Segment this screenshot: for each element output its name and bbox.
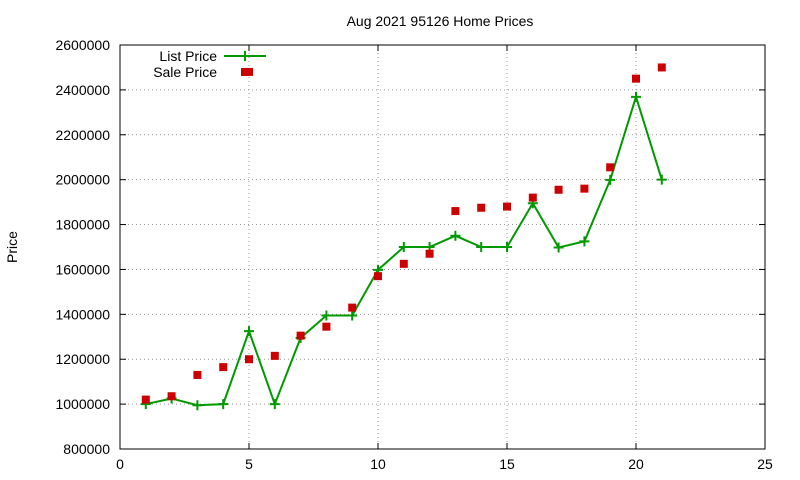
list-price-point — [321, 310, 332, 321]
list-price-point — [269, 399, 280, 410]
list-price-point-glyph — [398, 242, 409, 252]
list-price-point — [553, 242, 564, 253]
list-price-point-glyph — [321, 310, 332, 321]
legend-label: Sale Price — [153, 64, 217, 80]
list-price-point-glyph — [631, 91, 641, 102]
sale-price-point — [167, 392, 176, 401]
list-price-point-glyph — [269, 399, 280, 410]
x-tick-label: 15 — [499, 456, 515, 472]
legend-swatch-plus — [240, 51, 250, 61]
sale-price-point — [219, 363, 228, 372]
legend-swatch-plus-glyph — [240, 51, 250, 61]
sale-price-point — [451, 207, 460, 216]
sale-price-point — [554, 185, 563, 194]
plot-frame — [119, 44, 766, 450]
series — [140, 63, 667, 411]
list-price-point-glyph — [218, 399, 229, 410]
sale-price-point — [141, 395, 150, 404]
list-price-point — [347, 310, 358, 321]
y-tick-label: 800000 — [63, 441, 110, 457]
x-tick-label: 5 — [245, 456, 253, 472]
y-axis-label: Price — [4, 231, 20, 263]
sale-price-point — [245, 355, 253, 364]
sale-price-point — [399, 259, 408, 268]
list-price-point-glyph — [579, 236, 590, 247]
y-tick-label: 1000000 — [55, 396, 110, 412]
sale-price-point — [580, 184, 589, 193]
y-tick-label: 1400000 — [55, 306, 110, 322]
sale-price-point — [503, 202, 511, 211]
list-price-point-glyph — [244, 326, 254, 337]
grid — [120, 45, 765, 449]
sale-price-point — [322, 322, 331, 331]
list-price-point — [398, 242, 409, 252]
y-tick-label: 2000000 — [55, 172, 110, 188]
list-price-point-glyph — [192, 400, 203, 411]
y-tick-label: 1600000 — [55, 261, 110, 277]
list-price-point — [192, 400, 203, 411]
list-price-point — [244, 326, 254, 337]
list-price-point — [605, 174, 616, 185]
list-price-point-glyph — [347, 310, 358, 321]
legend-swatch-square — [241, 68, 249, 76]
sale-price-point — [270, 351, 279, 360]
list-price-point — [656, 174, 667, 185]
axis-ticks: 0 5 10 15 20 25 800000 1000000 1200000 1400000 160… — [55, 37, 773, 472]
list-price-point-glyph — [502, 242, 512, 252]
list-price-point-glyph — [605, 174, 616, 185]
sale-price-point — [477, 203, 486, 212]
list-price-point — [502, 242, 512, 252]
sale-price-point — [193, 370, 202, 379]
y-tick-label: 2600000 — [55, 37, 110, 53]
sale-price-point — [632, 74, 640, 83]
y-tick-label: 2400000 — [55, 82, 110, 98]
list-price-point — [450, 230, 461, 241]
list-price-point-glyph — [450, 230, 461, 241]
y-tick-label: 2200000 — [55, 127, 110, 143]
list-price-point — [631, 91, 641, 102]
sale-price-point — [374, 272, 382, 281]
list-price-point — [218, 399, 229, 410]
x-tick-label: 25 — [757, 456, 773, 472]
chart-title: Aug 2021 95126 Home Prices — [347, 13, 534, 29]
list-price-point — [579, 236, 590, 247]
list-price-point-glyph — [656, 174, 667, 185]
x-tick-label: 20 — [628, 456, 644, 472]
sale-price-point — [425, 249, 434, 258]
sale-price-point — [348, 303, 357, 312]
list-price-point — [476, 242, 487, 252]
x-tick-label: 10 — [370, 456, 386, 472]
sale-price-point — [657, 63, 666, 72]
legend-label: List Price — [159, 48, 217, 64]
sale-price-point — [528, 193, 537, 202]
y-tick-label: 1800000 — [55, 217, 110, 233]
sale-price-point — [606, 163, 615, 172]
x-tick-label: 0 — [116, 456, 124, 472]
y-tick-label: 1200000 — [55, 351, 110, 367]
sale-price-point — [296, 331, 305, 340]
list-price-point-glyph — [476, 242, 487, 252]
list-price-point-glyph — [553, 242, 564, 253]
